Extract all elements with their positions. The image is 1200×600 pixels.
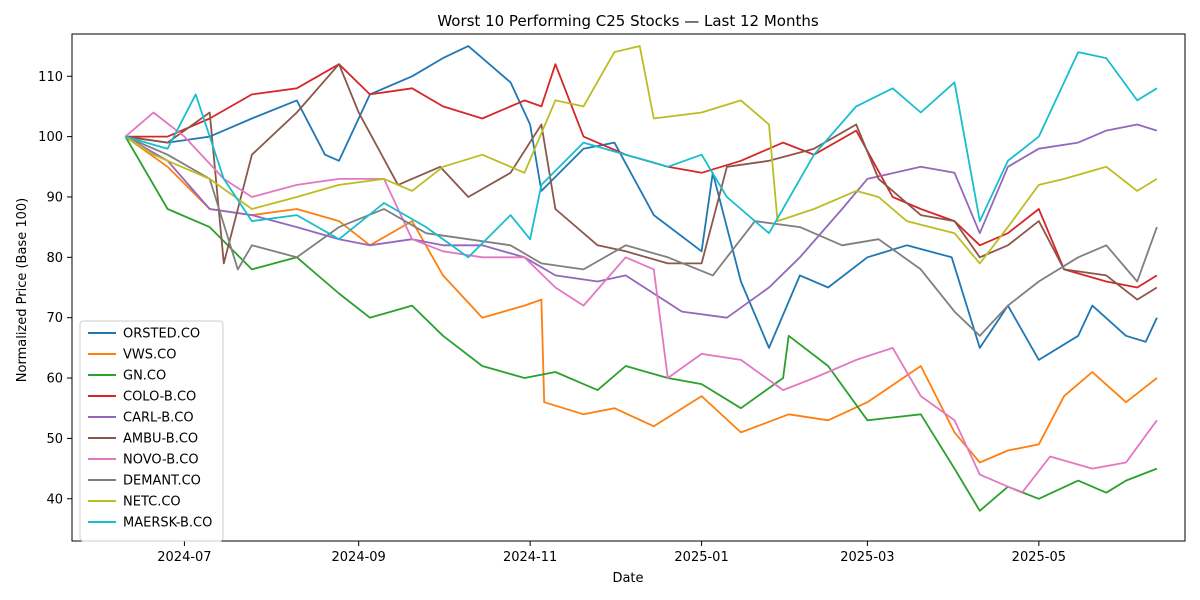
- y-tick-label: 80: [46, 251, 63, 266]
- series-line-vws-co: [124, 135, 1158, 464]
- x-tick-label: 2025-05: [1012, 550, 1066, 565]
- y-tick-label: 50: [46, 432, 63, 447]
- x-axis-label: Date: [612, 571, 643, 586]
- legend-entry: VWS.CO: [123, 348, 176, 363]
- legend-entry: NETC.CO: [123, 495, 181, 510]
- legend-entry: MAERSK-B.CO: [123, 516, 212, 531]
- chart-title: Worst 10 Performing C25 Stocks — Last 12…: [437, 12, 819, 30]
- y-axis-label: Normalized Price (Base 100): [15, 198, 30, 382]
- legend-entry: NOVO-B.CO: [123, 453, 199, 468]
- y-tick-label: 100: [38, 130, 63, 145]
- y-tick-label: 60: [46, 372, 63, 387]
- x-tick-label: 2025-03: [840, 550, 894, 565]
- axes-layer: 2024-07 2024-09 2024-11 2025-01 2025-03 2025-…: [38, 33, 1186, 565]
- series-line-netc-co: [124, 45, 1158, 265]
- legend-entry: DEMANT.CO: [123, 474, 201, 489]
- series-line-demant-co: [125, 135, 1158, 337]
- legend-entry: ORSTED.CO: [123, 327, 200, 342]
- x-tick-label: 2025-01: [674, 550, 728, 565]
- plot-frame: [71, 33, 1186, 542]
- series-line-ambu-b-co: [125, 63, 1158, 301]
- x-tick-label: 2024-09: [332, 550, 386, 565]
- y-tick-label: 110: [38, 70, 63, 85]
- y-tick-label: 90: [46, 190, 63, 205]
- series-line-maersk-b-co: [125, 51, 1158, 259]
- legend-entry: CARL-B.CO: [123, 411, 194, 426]
- legend-entry: COLO-B.CO: [123, 390, 196, 405]
- x-tick-label: 2024-11: [503, 550, 557, 565]
- y-tick-label: 70: [46, 311, 63, 326]
- legend-entry: GN.CO: [123, 369, 166, 384]
- series-layer: [124, 45, 1158, 512]
- series-line-novo-b-co: [124, 111, 1158, 494]
- series-line-orsted-co: [125, 45, 1158, 361]
- series-line-carl-b-co: [124, 123, 1158, 319]
- x-tick-label: 2024-07: [157, 550, 211, 565]
- legend-entry: AMBU-B.CO: [123, 432, 198, 447]
- legend: ORSTED.CO VWS.CO GN.CO COLO-B.CO CARL-B.CO AM…: [79, 320, 224, 542]
- y-tick-label: 40: [46, 492, 63, 507]
